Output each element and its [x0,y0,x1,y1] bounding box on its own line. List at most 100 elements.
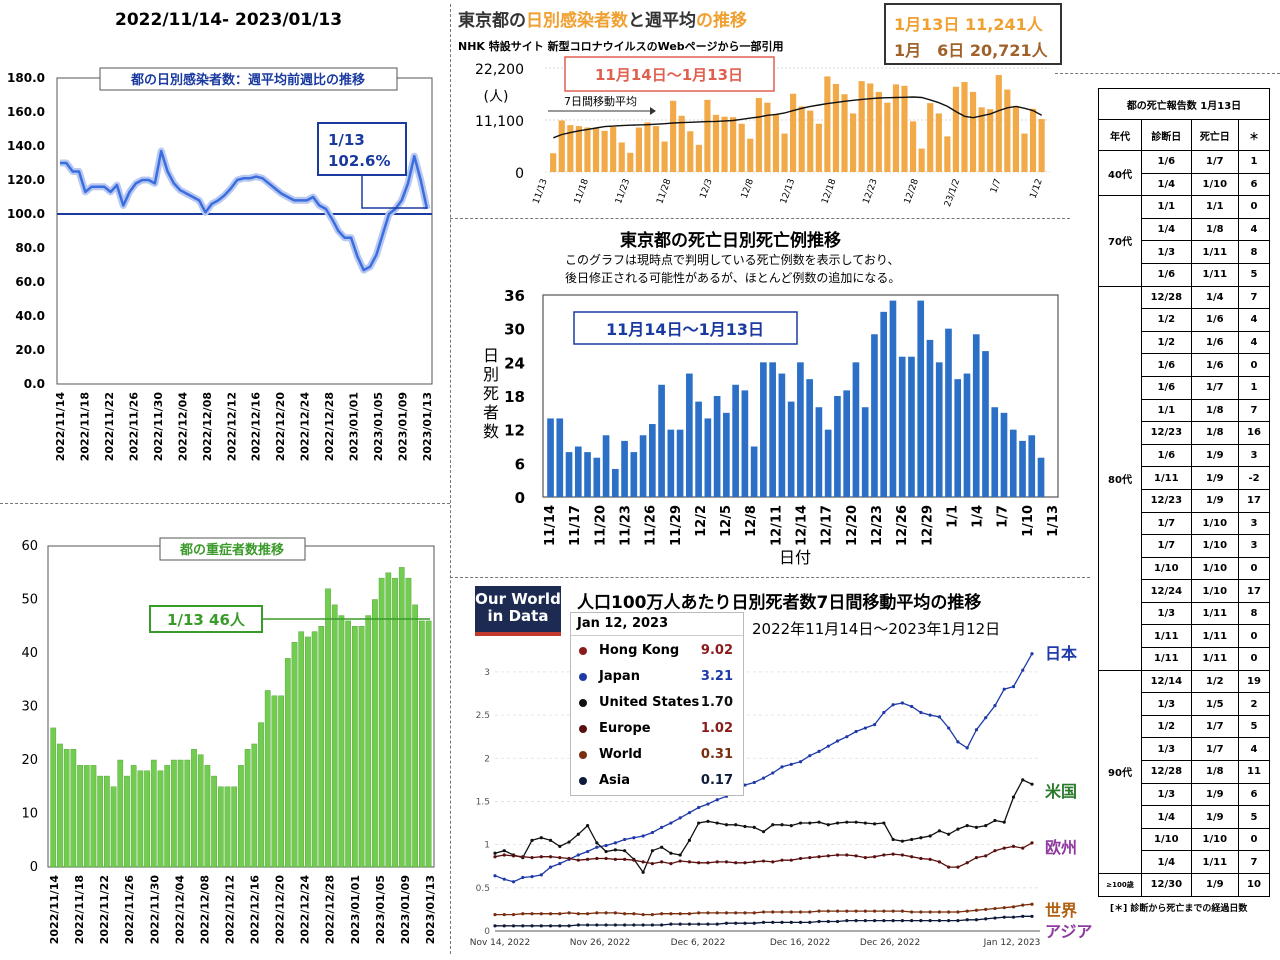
cases-bar [798,106,805,172]
severe-bar [217,786,224,868]
death-table-cell: 1/11 [1190,240,1240,264]
death-table-cell: 1/6 [1141,353,1192,377]
cases-range-box [564,56,775,92]
cases-bar [772,114,780,172]
owid-series-point [761,830,766,834]
cases-bar [764,102,771,172]
owid-series-point [993,818,997,823]
severe-bar [110,786,117,868]
owid-legend-name: Asia [599,773,631,788]
cases-chart: 22,200 11,100 0 (人) 11/13 11/18 11/23 11/28 12/3… [475,56,1050,208]
owid-series-point [678,816,682,820]
deaths-y-label-char: 死 [483,384,499,403]
death-table-cell: 7 [1238,285,1270,310]
owid-series-point [697,805,701,810]
owid-series-point [539,836,543,840]
severe-bar [345,620,351,868]
owid-series-point [984,917,988,921]
owid-series-point [660,860,664,864]
death-table-row: 1/11 1/11 0 [1099,647,1270,671]
weekly-ratio-y-tick: 120.0 [7,173,45,187]
owid-series-point [826,919,830,924]
death-table-cell: 1/4 [1141,805,1192,829]
cases-bar [584,127,591,172]
weekly-ratio-x-tick: 2022/11/18 [78,392,91,461]
owid-series-point [835,739,840,743]
cases-bar [704,99,711,172]
deaths-bar [639,435,647,497]
cases-bar [850,113,857,172]
severe-bar [77,765,83,868]
owid-series-point [706,819,710,823]
weekly-ratio-x-tick: 2022/11/22 [103,392,116,461]
owid-series-point [724,823,729,827]
owid-legend-row: United States 1.70 [577,693,737,713]
death-table-cell: 1/2 [1141,330,1192,355]
owid-series-point [669,851,673,855]
owid-series-point [808,821,812,825]
owid-right-label: 日本 [1045,644,1078,663]
cases-bar [1004,89,1011,172]
owid-series-point [502,849,506,853]
severe-x-tick: 2022/12/28 [324,875,337,944]
cases-title-part-3: と [628,11,645,31]
owid-series-point [808,754,812,758]
owid-series-point [873,855,877,859]
owid-series-point [558,844,562,848]
weekly-ratio-y-tick: 160.0 [7,105,45,119]
death-table-cell: 1/11 [1141,647,1192,671]
death-table-row: 12/28 1/8 11 [1099,760,1270,784]
death-table-cell: 12/23 [1141,421,1192,445]
deaths-bar [843,390,850,497]
cases-bar [661,141,668,172]
deaths-y-tick: 12 [504,422,525,440]
severe-y-tick: 20 [21,753,38,768]
severe-bar [50,727,57,868]
cases-bar [832,83,840,172]
cases-bar [858,81,865,172]
owid-series-point [493,855,497,859]
death-table-cell: 4 [1238,217,1270,242]
severe-bar [150,759,157,868]
owid-series-point [854,854,858,858]
owid-series-point [623,912,627,916]
owid-y-tick: 0 [484,927,490,937]
deaths-bar [898,356,906,497]
deaths-bar [1009,429,1017,497]
owid-x-tick: Nov 14, 2022 [470,938,531,948]
death-table-cell: 1/9 [1190,488,1240,513]
owid-series-point [595,856,599,861]
owid-series-point [984,824,988,828]
owid-series-point [1002,915,1006,919]
weekly-ratio-x-tick: 2022/11/14 [54,392,67,462]
cases-bar [695,144,702,172]
deaths-y-label-char: 別 [483,365,499,384]
deaths-bar [741,390,749,497]
deaths-bar [797,362,804,497]
owid-series-point [965,918,969,922]
owid-series-point [623,849,627,853]
cases-bar [807,110,814,172]
severe-y-tick: 40 [21,646,38,661]
owid-series-point [1021,914,1025,918]
deaths-y-tick: 24 [504,354,525,372]
owid-series-point [752,911,756,915]
owid-series-point [706,922,710,926]
owid-series-point [595,845,599,849]
deaths-bar [574,446,582,497]
owid-series-point [965,861,969,865]
owid-series-point [780,858,784,862]
deaths-bar [917,300,925,497]
death-table-cell: 17 [1238,488,1270,513]
death-table-cell: 16 [1238,421,1270,445]
cases-y-tick: 0 [515,166,524,182]
owid-series-point [493,912,497,917]
weekly-ratio-annotation-label: 1/13 [328,131,365,149]
death-table-cell: 1/7 [1141,511,1192,536]
death-table-cell: 1/7 [1190,150,1240,174]
weekly-ratio-title: 都の日別感染者数：週平均前週比の推移 [130,72,365,88]
owid-series-point [910,910,914,914]
death-table-cell: 12/28 [1141,760,1192,784]
owid-series-point [623,923,627,927]
owid-y-tick: 0.5 [476,884,490,894]
